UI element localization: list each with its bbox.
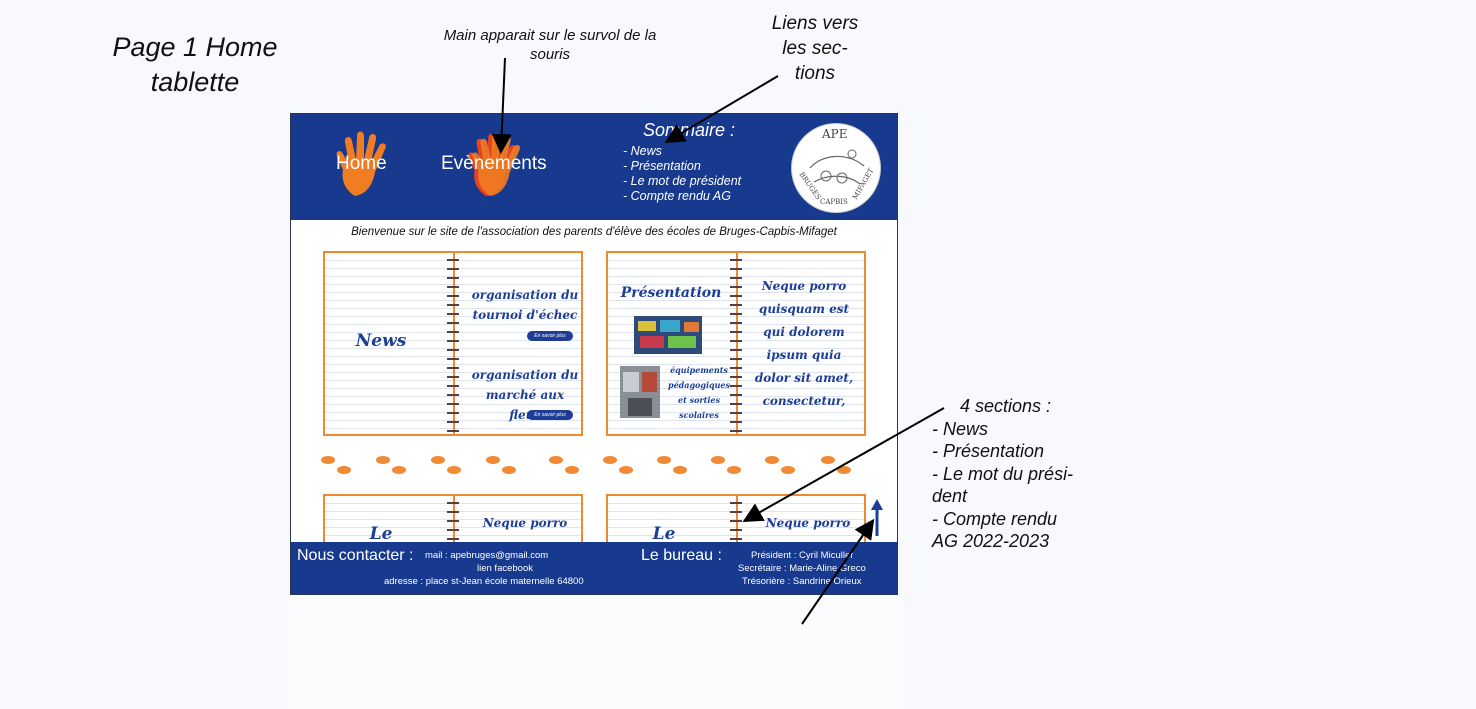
read-more-button[interactable]: En savoir plus <box>527 331 573 341</box>
news-section: News organisation du tournoi d'échec En … <box>323 251 583 436</box>
annotation-heading: 4 sections : <box>960 396 1052 416</box>
annotation-line: souris <box>529 46 570 63</box>
annotation-line: - News <box>932 418 989 439</box>
sommaire-link-mot-president[interactable]: - Le mot de président <box>623 174 742 188</box>
contact-facebook-link[interactable]: lien facebook <box>477 563 533 574</box>
caption-line: équipements <box>670 365 728 375</box>
logo-text-ape: APE <box>822 127 848 141</box>
ape-logo: APE BRUGES CAPBIS MIFAGET <box>791 123 881 213</box>
section-title: Le <box>369 524 393 544</box>
annotation-line: tions <box>794 63 836 84</box>
page-title-line: Page 1 Home <box>112 32 278 62</box>
school-supplies-image <box>634 316 702 354</box>
page-title-line: tablette <box>150 67 240 97</box>
site-header: Home Evènements Sommaire : - News - Prés… <box>291 114 897 220</box>
lorem-line: quisquam est <box>758 302 850 316</box>
spiral-rings-icon <box>447 498 459 554</box>
sommaire-link-compte-rendu[interactable]: - Compte rendu AG <box>623 189 731 203</box>
back-to-top-arrow-icon[interactable] <box>869 498 885 538</box>
contact-mail[interactable]: mail : apebruges@gmail.com <box>425 550 549 561</box>
lorem-line: consectetur, <box>762 394 846 408</box>
annotation-line: - Compte rendu <box>932 508 1058 529</box>
sommaire-link-news[interactable]: - News <box>623 144 662 158</box>
lorem-line: ipsum quia <box>766 348 842 362</box>
logo-text-capbis: CAPBIS <box>820 198 848 206</box>
caption-line: et sorties <box>678 395 720 405</box>
hover-arrow <box>491 57 512 154</box>
school-building-image <box>620 366 660 418</box>
section-lorem: Neque porro <box>765 516 851 530</box>
links-annotation: Liens vers les sec- tions <box>755 11 875 86</box>
caption-line: scolaires <box>679 410 719 420</box>
sections-annotation: 4 sections : - News - Présentation - Le … <box>932 395 1092 553</box>
footprints-divider-icon <box>321 454 871 480</box>
nav-home-link[interactable]: Home <box>336 153 387 174</box>
annotation-line: - Le mot du prési- <box>932 463 1074 484</box>
sections-arrow <box>742 407 945 522</box>
lorem-line: dolor sit amet, <box>754 371 854 385</box>
lorem-line: qui dolorem <box>763 325 845 339</box>
paper-backdrop <box>288 592 904 709</box>
links-arrow <box>664 75 779 144</box>
nav-evenements-link[interactable]: Evènements <box>441 153 547 174</box>
presentation-title: Présentation <box>620 285 722 301</box>
annotation-line: AG 2022-2023 <box>932 531 1050 551</box>
news-item: organisation du tournoi d'échec <box>471 285 579 325</box>
annotation-line: dent <box>932 486 968 506</box>
news-item-line: organisation du <box>471 368 579 382</box>
section-title: Le <box>652 524 676 544</box>
annotation-line: - Présentation <box>932 441 1045 461</box>
spiral-rings-icon <box>447 255 459 432</box>
presentation-lorem: Neque porro quisquam est qui dolorem ips… <box>748 275 860 413</box>
top-link-arrow <box>801 518 875 625</box>
annotation-line: Main apparait sur le survol de la <box>443 27 657 44</box>
bureau-secretaire: Secrétaire : Marie-Aline Greco <box>738 563 866 574</box>
hover-annotation: Main apparait sur le survol de la souris <box>420 26 680 64</box>
tablet-mockup: Home Evènements Sommaire : - News - Prés… <box>290 113 898 595</box>
bureau-title: Le bureau : <box>641 547 722 564</box>
read-more-button[interactable]: En savoir plus <box>527 410 573 420</box>
hand-icon <box>336 131 386 196</box>
annotation-line: Liens vers <box>771 13 859 34</box>
sommaire-list: - News - Présentation - Le mot de présid… <box>623 144 741 204</box>
bureau-president: Président : Cyril Micullef <box>751 550 853 561</box>
welcome-text: Bienvenue sur le site de l'association d… <box>351 226 837 238</box>
site-footer: Nous contacter : mail : apebruges@gmail.… <box>291 542 897 594</box>
bureau-tresoriere: Trésorière : Sandrine Orieux <box>742 576 862 587</box>
contact-title: Nous contacter : <box>297 547 414 564</box>
contact-address: adresse : place st-Jean école maternelle… <box>384 576 584 587</box>
logo-drawing-icon <box>809 149 865 185</box>
presentation-section: Présentation équipements pédagogiques et… <box>606 251 866 436</box>
spiral-rings-icon <box>730 255 742 432</box>
section-lorem: Neque porro <box>482 516 568 530</box>
news-item-line: organisation du <box>471 288 579 302</box>
presentation-caption: équipements pédagogiques et sorties scol… <box>662 363 736 423</box>
news-title: News <box>355 331 407 351</box>
sommaire-link-presentation[interactable]: - Présentation <box>623 159 701 173</box>
caption-line: pédagogiques <box>667 380 731 390</box>
news-item-line: tournoi d'échec <box>472 308 578 322</box>
annotation-line: les sec- <box>782 38 848 59</box>
lorem-line: Neque porro <box>761 279 847 293</box>
spiral-rings-icon <box>730 498 742 554</box>
page-title: Page 1 Home tablette <box>90 30 300 100</box>
